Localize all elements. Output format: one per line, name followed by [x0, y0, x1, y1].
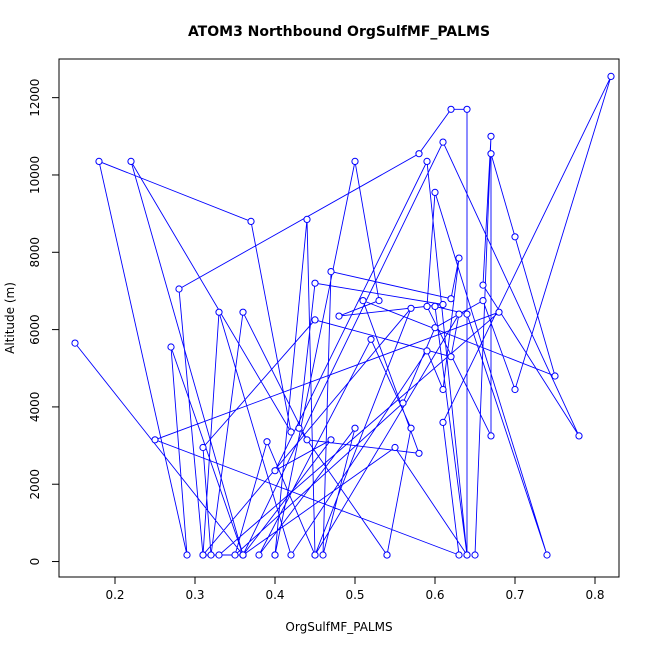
data-point: [471, 551, 479, 559]
data-point: [495, 308, 503, 316]
data-point: [311, 316, 319, 324]
data-point: [479, 297, 487, 305]
data-point: [367, 335, 375, 343]
series-lines: [74, 76, 612, 557]
data-point: [287, 551, 295, 559]
data-point: [551, 372, 559, 380]
data-point: [71, 339, 79, 347]
x-tick-label: 0.7: [505, 588, 524, 602]
data-point: [415, 449, 423, 457]
data-point: [479, 281, 487, 289]
data-point: [447, 105, 455, 113]
data-point: [455, 551, 463, 559]
data-point: [311, 279, 319, 287]
data-point: [311, 551, 319, 559]
data-point: [239, 308, 247, 316]
data-point: [423, 347, 431, 355]
data-point: [511, 385, 519, 394]
data-point: [95, 157, 103, 165]
data-point: [415, 150, 423, 158]
data-point: [455, 254, 463, 262]
data-point: [351, 424, 359, 432]
x-tick-label: 0.2: [105, 588, 124, 602]
data-point: [423, 157, 431, 165]
data-point: [247, 217, 255, 225]
data-point: [439, 418, 447, 426]
data-point: [167, 343, 175, 351]
data-point: [239, 551, 247, 559]
data-point: [263, 438, 271, 446]
data-point: [423, 302, 431, 310]
data-point: [151, 436, 159, 444]
chart-title: ATOM3 Northbound OrgSulfMF_PALMS: [188, 24, 490, 40]
data-point: [431, 324, 439, 332]
data-point: [295, 424, 303, 432]
x-tick-label: 0.6: [425, 588, 444, 602]
data-point: [215, 308, 223, 316]
data-point: [455, 310, 463, 318]
data-point: [575, 432, 583, 440]
y-tick-label: 10000: [28, 156, 42, 194]
data-point: [543, 551, 551, 559]
data-point: [439, 300, 447, 309]
data-point: [607, 72, 615, 81]
data-point: [463, 105, 471, 113]
data-point: [183, 551, 191, 559]
data-point: [271, 551, 279, 559]
data-point: [175, 285, 183, 293]
data-point: [231, 551, 239, 559]
data-point: [439, 385, 447, 394]
x-tick-label: 0.5: [345, 588, 364, 602]
data-point: [383, 551, 391, 559]
x-tick-label: 0.4: [265, 588, 284, 602]
data-point: [407, 304, 415, 312]
x-tick-label: 0.3: [185, 588, 204, 602]
x-tick-label: 0.8: [585, 588, 604, 602]
data-point: [463, 551, 471, 559]
y-tick-label: 0: [28, 558, 42, 566]
data-point: [255, 551, 263, 559]
y-tick-label: 8000: [28, 237, 42, 268]
y-tick-label: 12000: [28, 79, 42, 117]
data-point: [407, 424, 415, 432]
data-point: [351, 157, 359, 165]
x-axis: 0.2 0.3 0.4 0.5 0.6 0.7 0.8: [105, 576, 605, 602]
data-point: [287, 428, 295, 436]
y-axis: 0 2000 4000 6000 8000 10000 12000: [28, 79, 60, 566]
y-tick-label: 4000: [28, 392, 42, 423]
data-point: [391, 443, 399, 452]
data-point: [303, 215, 311, 223]
data-point: [127, 157, 135, 165]
data-point: [359, 297, 367, 305]
data-point: [447, 353, 455, 361]
data-point: [327, 268, 335, 276]
data-point: [199, 551, 207, 559]
data-point: [431, 188, 439, 196]
data-point: [199, 443, 207, 452]
series-points: [71, 72, 615, 559]
data-point: [487, 132, 495, 140]
series-line: [74, 76, 612, 557]
x-axis-label: OrgSulfMF_PALMS: [285, 620, 392, 634]
data-point: [271, 467, 279, 475]
data-point: [487, 432, 495, 440]
data-point: [375, 297, 383, 305]
y-tick-label: 6000: [28, 314, 42, 345]
y-tick-label: 2000: [28, 469, 42, 500]
data-point: [439, 138, 447, 146]
data-point: [319, 551, 327, 559]
data-point: [327, 436, 335, 444]
data-point: [431, 302, 439, 310]
data-point: [463, 310, 471, 318]
data-point: [447, 295, 455, 303]
y-axis-label: Altitude (m): [3, 282, 17, 354]
data-point: [303, 436, 311, 444]
data-point: [511, 233, 519, 241]
data-point: [399, 399, 407, 407]
data-point: [207, 551, 215, 559]
data-point: [335, 312, 343, 320]
data-point: [215, 551, 223, 559]
data-point: [487, 150, 495, 158]
